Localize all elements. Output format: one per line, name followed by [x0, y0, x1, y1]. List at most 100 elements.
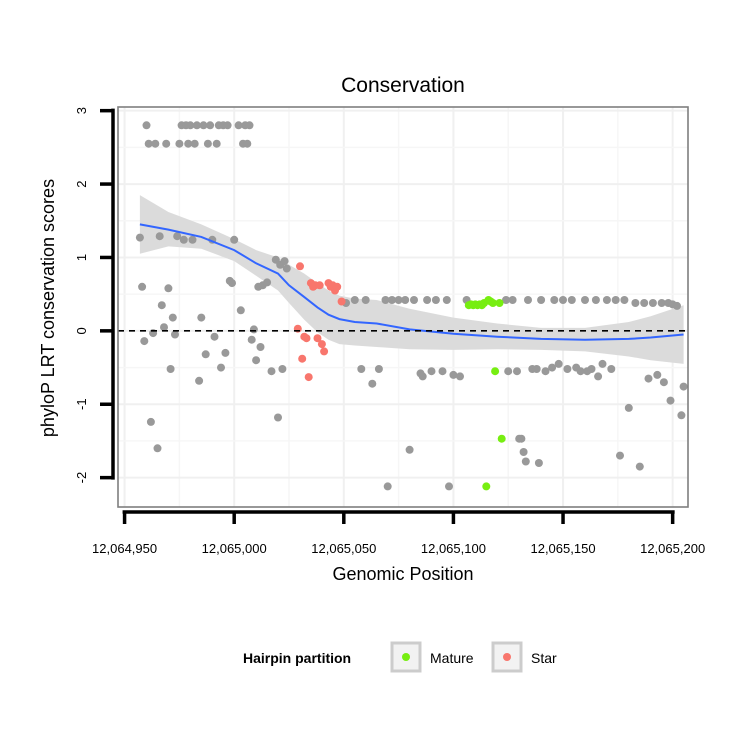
point-other [282, 264, 291, 273]
point-other [188, 235, 197, 244]
point-other [567, 296, 576, 304]
point-other [236, 306, 245, 315]
point-other [657, 299, 666, 307]
x-tick-label: 12,065,050 [311, 541, 376, 556]
point-other [517, 434, 526, 443]
point-other [418, 372, 427, 381]
point-star [333, 282, 342, 291]
point-other [142, 121, 151, 130]
point-mature [497, 434, 506, 443]
point-mature [482, 482, 491, 491]
point-other [388, 296, 396, 304]
point-other [677, 411, 686, 420]
point-other [502, 296, 510, 304]
point-other [559, 296, 567, 304]
point-other [513, 367, 521, 376]
point-other [401, 296, 410, 304]
smooth-line [139, 223, 684, 341]
point-other [210, 332, 219, 341]
point-other [175, 139, 184, 148]
point-other [151, 139, 160, 148]
point-other [521, 457, 530, 466]
point-other [594, 372, 603, 381]
point-other [519, 448, 528, 456]
point-other [245, 121, 254, 130]
point-other [423, 296, 432, 304]
point-other [427, 367, 436, 376]
point-other [267, 367, 276, 376]
point-other [563, 365, 572, 373]
point-other [164, 284, 173, 293]
point-other [456, 372, 464, 381]
point-other [184, 139, 193, 148]
point-other [368, 379, 377, 388]
point-other [624, 403, 633, 412]
point-star [320, 347, 329, 356]
point-mature [491, 367, 500, 376]
point-star [313, 334, 322, 343]
y-axis-title: phyloP LRT conservation scores [38, 179, 58, 437]
x-tick-label: 12,065,200 [640, 541, 705, 556]
point-other [249, 325, 258, 334]
point-other [252, 356, 261, 365]
point-other [234, 121, 243, 130]
point-other [602, 296, 611, 304]
point-other [640, 299, 649, 307]
point-other [381, 296, 390, 304]
point-other [576, 367, 585, 376]
point-mature [495, 299, 504, 307]
point-other [186, 121, 195, 130]
point-other [140, 337, 149, 346]
point-other [673, 301, 681, 310]
legend: Hairpin partition Mature Star [243, 641, 557, 673]
point-other [679, 382, 688, 391]
point-other [223, 121, 232, 130]
point-other [449, 370, 458, 379]
point-star [317, 340, 326, 349]
panel-background [118, 107, 688, 507]
point-other [153, 444, 162, 453]
y-tick-label: -2 [74, 472, 89, 484]
point-other [173, 232, 182, 241]
legend-dot-mature [402, 653, 410, 661]
point-other [201, 350, 210, 359]
point-other [179, 235, 188, 244]
point-other [166, 365, 175, 373]
point-other [138, 282, 147, 291]
y-tick-label: 2 [74, 180, 89, 187]
smooth-fit-line [139, 223, 684, 341]
point-other [221, 348, 230, 357]
point-other [442, 296, 451, 304]
point-other [197, 313, 206, 322]
legend-label-mature: Mature [430, 650, 474, 666]
point-other [243, 139, 252, 148]
point-other [631, 299, 640, 307]
point-other [146, 417, 155, 426]
x-tick-label: 12,064,950 [92, 541, 157, 556]
point-other [659, 378, 668, 387]
point-mature [488, 299, 497, 307]
point-other [587, 365, 596, 373]
x-tick-label: 12,065,000 [202, 541, 267, 556]
point-other [508, 296, 517, 304]
legend-title: Hairpin partition [243, 650, 351, 666]
point-other [532, 365, 541, 373]
legend-key-star [491, 641, 523, 673]
legend-label-star: Star [531, 650, 557, 666]
point-star [302, 334, 311, 343]
y-axis: -2 -1 0 1 2 3 [74, 107, 115, 484]
point-other [171, 330, 179, 339]
point-other [263, 278, 272, 287]
point-other [350, 296, 359, 304]
plot-panel [118, 107, 688, 507]
point-other [620, 296, 629, 304]
legend-key-mature [390, 641, 422, 673]
point-other [190, 139, 199, 148]
point-other [410, 296, 418, 304]
point-other [280, 257, 289, 266]
x-axis-title: Genomic Position [332, 564, 473, 584]
panel-border [117, 106, 689, 508]
point-other [157, 301, 166, 310]
point-other [195, 376, 204, 385]
